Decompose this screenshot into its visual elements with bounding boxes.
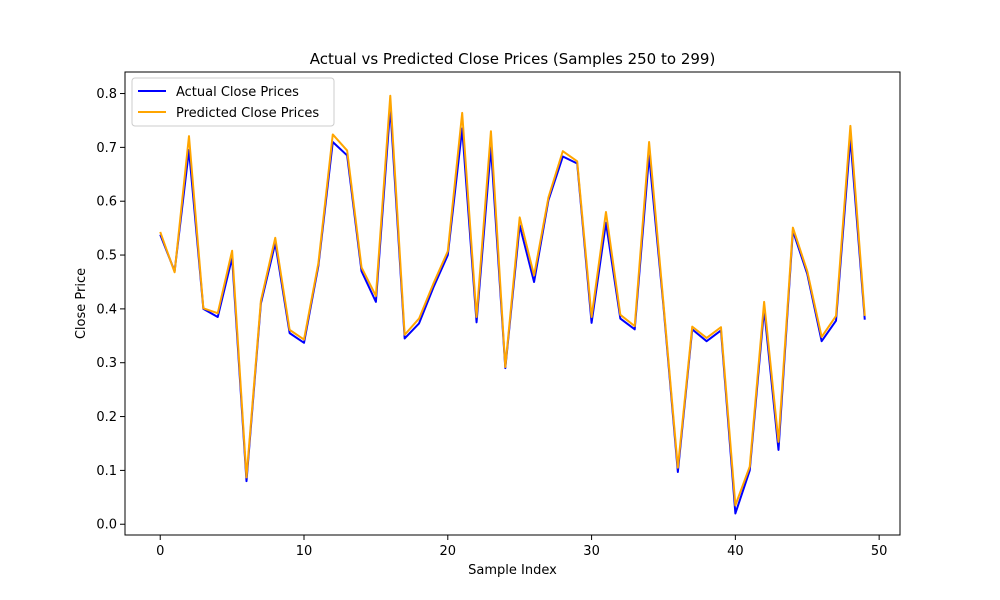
series-line-predicted [159, 94, 866, 507]
legend-box [131, 77, 335, 127]
y-tick-label: 0.5 [96, 249, 117, 264]
plot-area: 0 10 20 30 40 50 0.0 0.1 0.2 0.3 0.4 0.5 0.6 0.7 0.8 [96, 71, 901, 559]
y-tick-label: 0.8 [96, 87, 117, 102]
legend-label-predicted: Predicted Close Prices [176, 106, 319, 121]
x-tick-label: 0 [156, 544, 164, 559]
y-tick-label: 0.2 [96, 410, 117, 425]
x-tick-label: 40 [727, 544, 744, 559]
legend-label-actual: Actual Close Prices [176, 85, 299, 100]
chart-title: Actual vs Predicted Close Prices (Sample… [310, 50, 716, 68]
y-tick-label: 0.1 [96, 464, 117, 479]
x-axis-label: Sample Index [468, 563, 557, 578]
y-axis-label: Close Price [74, 268, 89, 339]
y-tick-label: 0.4 [96, 302, 117, 317]
axes-frame [124, 71, 901, 536]
y-tick-label: 0.7 [96, 141, 117, 156]
y-tick-label: 0.0 [96, 518, 117, 533]
y-axis-ticks: 0.0 0.1 0.2 0.3 0.4 0.5 0.6 0.7 0.8 [96, 87, 125, 533]
x-tick-label: 30 [583, 544, 600, 559]
series-layer [159, 94, 866, 515]
y-tick-label: 0.6 [96, 195, 117, 210]
y-tick-label: 0.3 [96, 356, 117, 371]
x-tick-label: 10 [296, 544, 313, 559]
legend: Actual Close Prices Predicted Close Pric… [131, 77, 335, 127]
x-tick-label: 50 [871, 544, 888, 559]
x-axis-ticks: 0 10 20 30 40 50 [156, 535, 887, 559]
x-tick-label: 20 [440, 544, 457, 559]
